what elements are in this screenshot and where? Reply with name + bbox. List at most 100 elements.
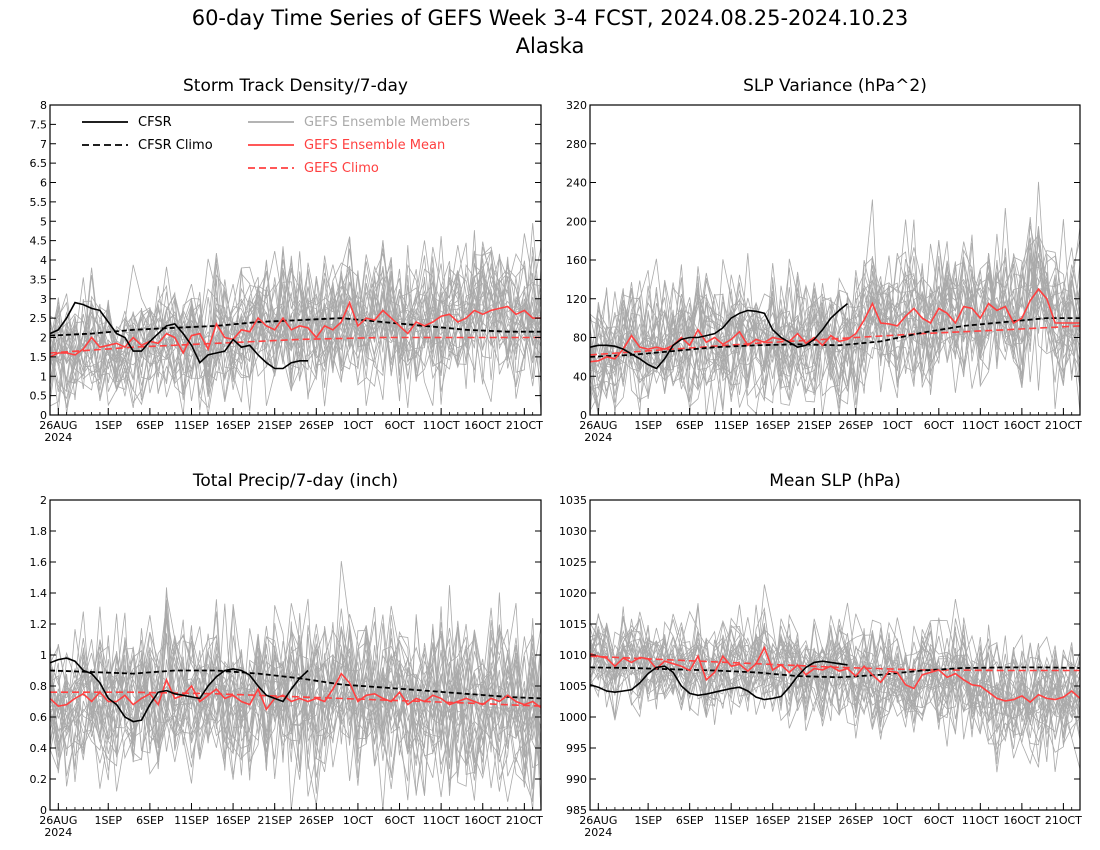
panel-title: Storm Track Density/7-day — [183, 76, 408, 96]
series-gefs-climo — [590, 655, 1080, 672]
y-tick-label: 1.2 — [30, 618, 48, 631]
ensemble-member-line — [590, 617, 1080, 763]
x-tick-label: 1OCT — [343, 814, 373, 827]
y-tick-label: 1015 — [559, 618, 587, 631]
figure-title-line1: 60-day Time Series of GEFS Week 3-4 FCST… — [191, 6, 909, 30]
series-cfsr-climo — [590, 317, 1080, 358]
y-tick-label: 0 — [40, 409, 47, 422]
x-tick-label: 6OCT — [384, 814, 414, 827]
x-tick-label: 16SEP — [216, 419, 251, 432]
ensemble-member-line — [590, 606, 1080, 739]
ensemble-member-line — [50, 267, 541, 388]
ensemble-member-line — [590, 604, 1080, 724]
ensemble-member-line — [590, 234, 1080, 401]
x-tick-label: 16SEP — [755, 814, 790, 827]
y-tick-label: 0.6 — [30, 711, 48, 724]
y-tick-label: 5 — [40, 215, 47, 228]
x-tick-label: 16SEP — [216, 814, 251, 827]
x-year-label: 2024 — [44, 431, 72, 444]
ensemble-member-line — [50, 593, 541, 770]
chart-panel-4: Mean SLP (hPa) 985 990 995 1000 1005 1010 1015 1… — [559, 471, 1082, 839]
y-tick-label: 240 — [566, 177, 587, 190]
y-tick-label: 2 — [40, 332, 47, 345]
ensemble-member-line — [590, 613, 1080, 746]
y-tick-label: 1030 — [559, 525, 587, 538]
x-tick-label: 16SEP — [755, 419, 790, 432]
x-tick-label: 16OCT — [1003, 814, 1040, 827]
series-cfsr — [50, 657, 309, 723]
ensemble-member-line — [590, 264, 1080, 412]
x-year-label: 2024 — [44, 826, 72, 839]
x-tick-label: 21SEP — [797, 814, 832, 827]
y-tick-label: 4.5 — [30, 235, 48, 248]
x-tick-label: 11OCT — [423, 814, 460, 827]
x-tick-label: 1SEP — [634, 419, 662, 432]
x-tick-label: 6OCT — [924, 814, 954, 827]
ensemble-member-line — [50, 263, 541, 397]
x-tick-label: 26AUG — [39, 419, 77, 432]
y-tick-label: 1005 — [559, 680, 587, 693]
y-tick-label: 6.5 — [30, 157, 48, 170]
y-tick-label: 120 — [566, 293, 587, 306]
x-tick-label: 21SEP — [257, 419, 292, 432]
ensemble-members — [50, 222, 541, 415]
x-tick-label: 21OCT — [1045, 419, 1082, 432]
y-tick-label: 5.5 — [30, 196, 48, 209]
x-tick-label: 6OCT — [384, 419, 414, 432]
x-tick-label: 26AUG — [579, 419, 617, 432]
x-tick-label: 6SEP — [136, 814, 164, 827]
y-tick-label: 1010 — [559, 649, 587, 662]
ensemble-member-line — [50, 625, 541, 802]
ensemble-member-line — [50, 561, 541, 778]
panel-title: SLP Variance (hPa^2) — [743, 76, 927, 96]
series-gefs-climo — [50, 691, 541, 707]
y-tick-label: 0 — [580, 409, 587, 422]
y-tick-label: 1 — [40, 649, 47, 662]
x-tick-label: 21SEP — [797, 419, 832, 432]
x-tick-label: 26SEP — [838, 814, 873, 827]
ensemble-members — [50, 561, 541, 810]
x-year-label: 2024 — [584, 431, 612, 444]
series-gefs-ensemble-mean — [50, 672, 541, 711]
y-tick-label: 4 — [40, 254, 47, 267]
x-tick-label: 26AUG — [39, 814, 77, 827]
legend-label: CFSR — [138, 115, 172, 130]
series-cfsr — [590, 660, 848, 701]
y-tick-label: 3.5 — [30, 273, 48, 286]
x-tick-label: 21OCT — [1045, 814, 1082, 827]
figure-title-line2: Alaska — [515, 34, 585, 58]
x-tick-label: 26SEP — [838, 419, 873, 432]
x-tick-label: 26AUG — [579, 814, 617, 827]
legend-label: GEFS Ensemble Mean — [304, 138, 445, 153]
series-gefs-climo — [50, 336, 541, 354]
y-tick-label: 0.5 — [30, 390, 48, 403]
figure-title: 60-day Time Series of GEFS Week 3-4 FCST… — [0, 4, 1100, 60]
ensemble-member-line — [590, 604, 1080, 730]
x-tick-label: 6OCT — [924, 419, 954, 432]
x-tick-label: 1OCT — [343, 419, 373, 432]
ensemble-members — [590, 584, 1080, 773]
series-cfsr-climo — [50, 317, 541, 337]
legend-label: GEFS Ensemble Members — [304, 115, 470, 130]
y-tick-label: 40 — [573, 370, 587, 383]
x-tick-label: 11SEP — [174, 814, 209, 827]
series-gefs-climo — [590, 325, 1080, 356]
y-tick-label: 7.5 — [30, 118, 48, 131]
legend-label: CFSR Climo — [138, 138, 213, 153]
ensemble-member-line — [590, 253, 1080, 412]
ensemble-member-line — [590, 199, 1080, 415]
y-tick-label: 0.2 — [30, 773, 48, 786]
series-cfsr — [50, 301, 308, 370]
series-gefs-ensemble-mean — [590, 645, 1080, 704]
x-year-label: 2024 — [584, 826, 612, 839]
y-tick-label: 1000 — [559, 711, 587, 724]
y-tick-label: 80 — [573, 332, 587, 345]
y-tick-label: 990 — [566, 773, 587, 786]
ensemble-member-line — [50, 623, 541, 801]
x-tick-label: 1SEP — [94, 419, 122, 432]
y-tick-label: 1.8 — [30, 525, 48, 538]
series-cfsr-climo — [590, 666, 1080, 679]
y-tick-label: 1.6 — [30, 556, 48, 569]
y-tick-label: 0.8 — [30, 680, 48, 693]
x-tick-label: 6SEP — [676, 419, 704, 432]
